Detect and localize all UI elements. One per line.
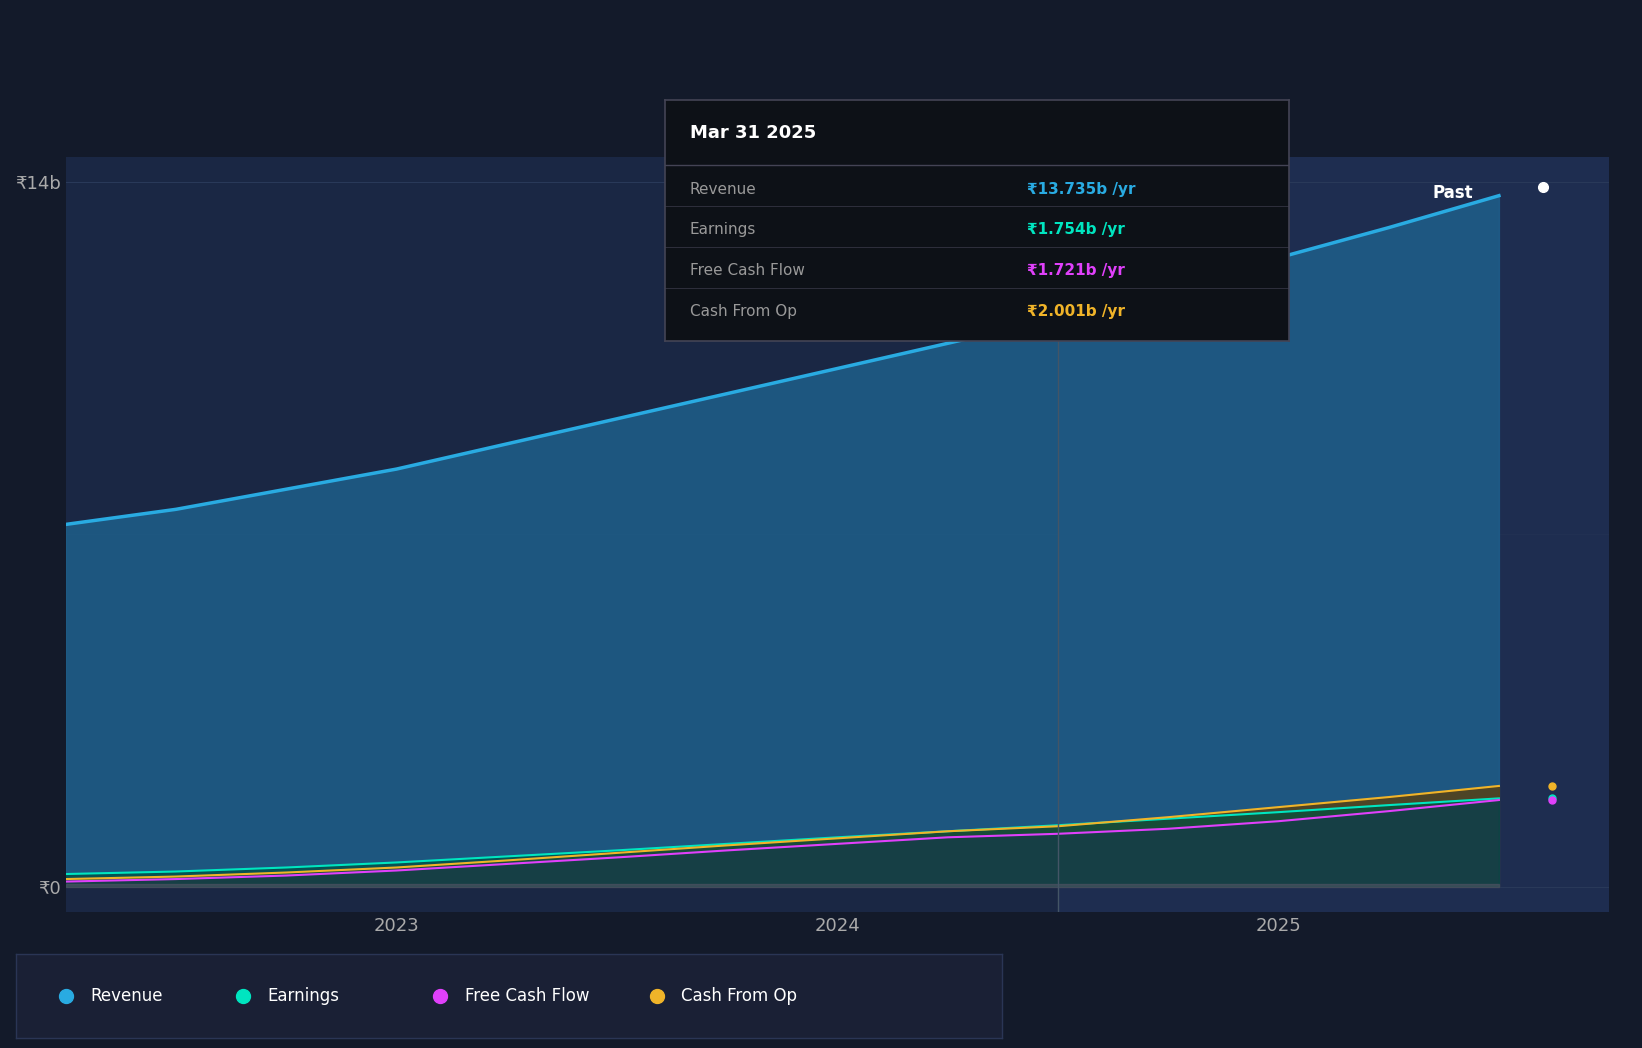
Text: Free Cash Flow: Free Cash Flow xyxy=(465,986,589,1005)
Text: ₹2.001b /yr: ₹2.001b /yr xyxy=(1026,304,1125,320)
Text: Earnings: Earnings xyxy=(690,222,757,238)
Text: Cash From Op: Cash From Op xyxy=(690,304,796,320)
Text: Earnings: Earnings xyxy=(268,986,340,1005)
Text: Mar 31 2025: Mar 31 2025 xyxy=(690,124,816,141)
Text: Free Cash Flow: Free Cash Flow xyxy=(690,263,805,279)
Bar xyxy=(1057,157,1642,912)
Text: ₹1.754b /yr: ₹1.754b /yr xyxy=(1026,222,1125,238)
Text: Revenue: Revenue xyxy=(90,986,163,1005)
Text: ₹13.735b /yr: ₹13.735b /yr xyxy=(1026,181,1135,197)
Text: Past: Past xyxy=(1433,184,1473,202)
Text: ₹1.721b /yr: ₹1.721b /yr xyxy=(1026,263,1125,279)
Text: Cash From Op: Cash From Op xyxy=(681,986,798,1005)
Text: Revenue: Revenue xyxy=(690,181,757,197)
